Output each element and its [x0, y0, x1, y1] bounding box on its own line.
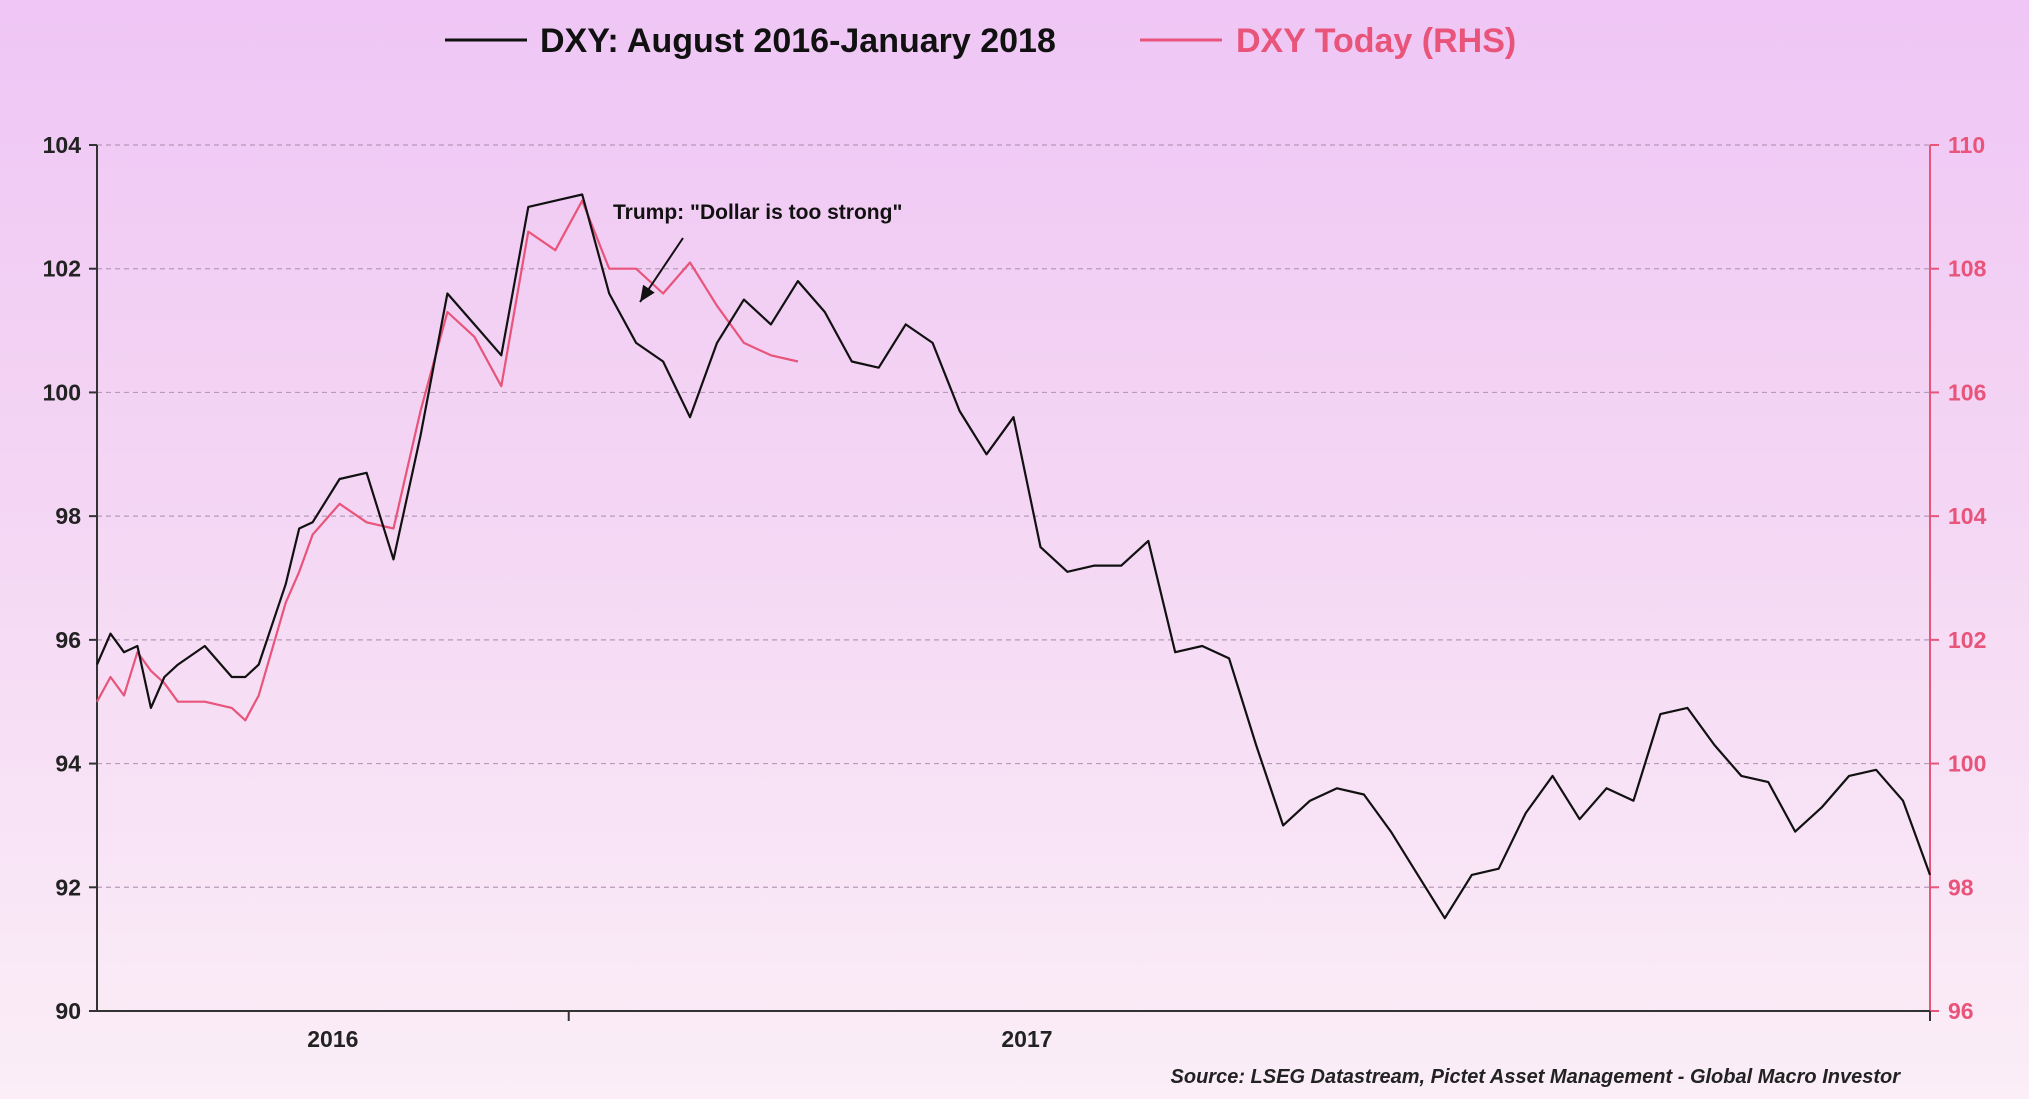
annotation-text: Trump: "Dollar is too strong": [613, 201, 902, 224]
right-tick-label: 100: [1948, 751, 1986, 777]
series-layer: [95, 193, 1932, 920]
annotation-arrow-head: [640, 284, 655, 302]
right-tick-label: 104: [1948, 503, 1987, 529]
x-tick-label: 2017: [1001, 1026, 1052, 1052]
right-axis: 96 98 100 102 104 106 108 110: [1929, 132, 1987, 1024]
legend: DXY: August 2016-January 2018 DXY Today …: [445, 22, 1516, 60]
x-tick-label: 2016: [307, 1026, 358, 1052]
left-tick-label: 102: [43, 256, 81, 282]
right-tick-label: 106: [1948, 379, 1986, 405]
right-tick-label: 102: [1948, 627, 1986, 653]
right-tick-label: 108: [1948, 256, 1987, 282]
left-tick-label: 98: [55, 503, 81, 529]
right-tick-label: 96: [1948, 998, 1974, 1024]
annotation: Trump: "Dollar is too strong": [613, 201, 902, 303]
right-tick-label: 98: [1948, 874, 1974, 900]
source-note: Source: LSEG Datastream, Pictet Asset Ma…: [1171, 1066, 1902, 1088]
series-line-dxy-history: [95, 193, 1932, 920]
series-line-dxy-today: [96, 199, 799, 722]
left-tick-label: 94: [55, 751, 81, 777]
right-tick-label: 110: [1948, 132, 1985, 158]
legend-label-dxy-today: DXY Today (RHS): [1236, 22, 1516, 60]
left-axis: 90 92 94 96 98 100 102 104: [43, 132, 98, 1024]
left-tick-label: 104: [43, 132, 82, 158]
left-tick-label: 92: [55, 874, 81, 900]
legend-label-dxy-history: DXY: August 2016-January 2018: [540, 22, 1056, 60]
gridlines: [97, 144, 1930, 888]
left-tick-label: 96: [55, 627, 81, 653]
x-axis: 2016 2017: [97, 1010, 1931, 1052]
left-tick-label: 100: [43, 379, 81, 405]
left-tick-label: 90: [55, 998, 81, 1024]
